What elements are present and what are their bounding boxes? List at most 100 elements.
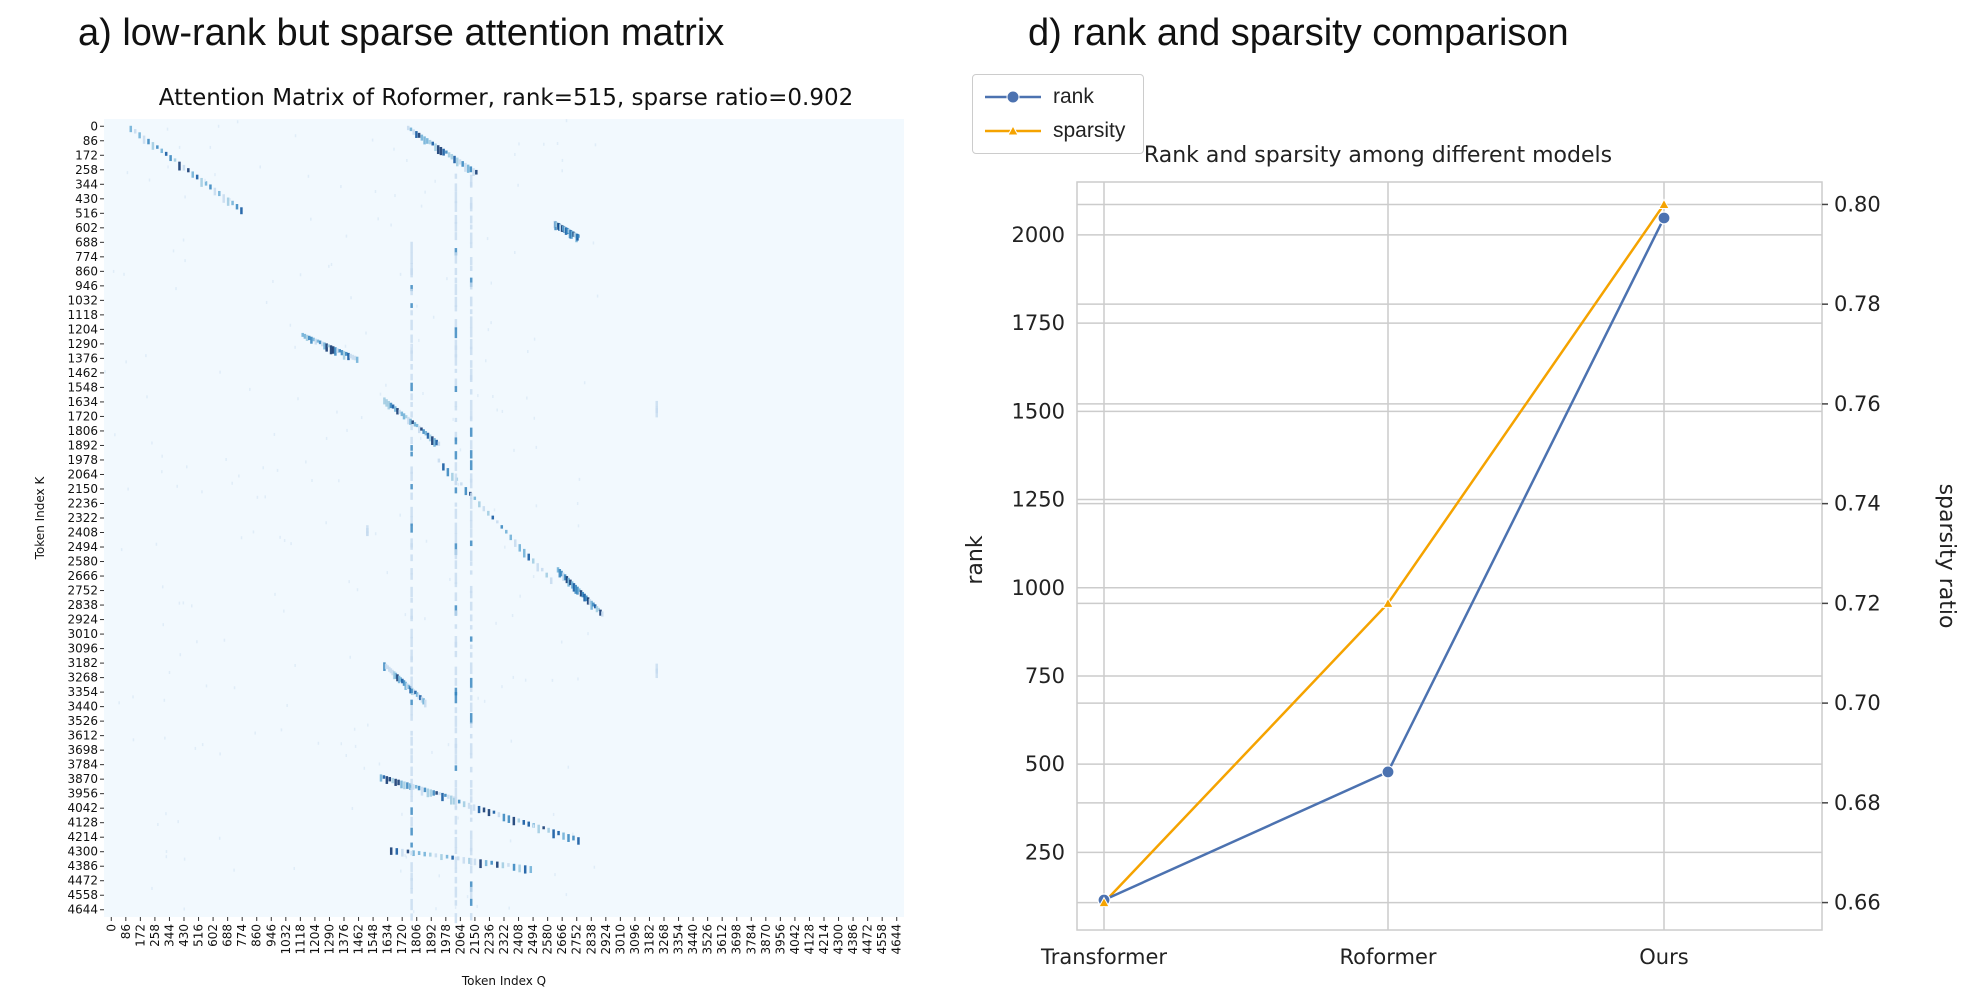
heatmap-cell xyxy=(442,463,445,471)
heatmap-cell xyxy=(385,383,387,387)
heatmap-cell xyxy=(522,548,526,558)
heatmap-cell xyxy=(439,146,443,156)
heatmap-cell xyxy=(416,304,418,308)
heatmap-cell xyxy=(167,165,169,169)
heatmap-cell xyxy=(454,277,458,284)
heatmap-cell xyxy=(410,586,413,598)
heatmap-cell xyxy=(454,191,458,204)
heatmap-cell xyxy=(418,338,420,342)
heatmap-cell xyxy=(583,381,586,385)
heatmap-cell xyxy=(484,860,488,867)
heatmap-cell xyxy=(399,513,401,517)
heatmap-cell xyxy=(410,516,413,527)
heatmap-cell xyxy=(449,577,451,581)
heatmap-cell xyxy=(222,194,225,203)
heatmap-cell xyxy=(187,168,190,173)
heatmap-cell xyxy=(235,204,239,210)
heatmap-cell xyxy=(334,347,337,356)
heatmap-cell xyxy=(446,468,450,477)
heatmap-cell xyxy=(410,913,413,921)
y-tick-label: 1000 xyxy=(1012,576,1065,600)
heatmap-cell xyxy=(454,183,458,192)
heatmap-x-tick-label: 4386 xyxy=(846,924,860,955)
heatmap-cell xyxy=(562,572,565,581)
heatmap-cell xyxy=(423,851,426,857)
heatmap-cell xyxy=(454,339,458,350)
heatmap-cell xyxy=(504,545,506,549)
heatmap-cell xyxy=(475,169,478,175)
heatmap-cell xyxy=(454,533,458,544)
heatmap-y-tick-label: 4472 xyxy=(67,874,98,888)
heatmap-x-tick-label: 602 xyxy=(206,924,220,947)
heatmap-cell xyxy=(410,608,413,619)
heatmap-cell xyxy=(442,148,445,156)
heatmap-cell xyxy=(501,409,504,413)
heatmap-cell xyxy=(331,346,335,354)
heatmap-x-tick-label: 4214 xyxy=(817,924,831,955)
heatmap-cell xyxy=(454,900,458,906)
heatmap-x-tick-label: 946 xyxy=(264,924,278,947)
heatmap-cell xyxy=(501,862,505,869)
heatmap-y-tick-label: 4386 xyxy=(67,859,98,873)
heatmap-cell xyxy=(383,662,386,671)
heatmap-cell xyxy=(595,606,599,613)
heatmap-cell xyxy=(560,570,563,577)
heatmap-cell xyxy=(454,797,458,809)
heatmap-cell xyxy=(512,816,516,826)
panel-d-title: d) rank and sparsity comparison xyxy=(1028,12,1569,54)
heatmap-cell xyxy=(173,158,177,162)
heatmap-cell xyxy=(454,487,458,494)
heatmap-y-tick-label: 688 xyxy=(75,235,98,249)
heatmap-cell xyxy=(527,350,529,354)
heatmap-cell xyxy=(428,139,432,145)
heatmap-cell xyxy=(457,482,460,486)
heatmap-cell xyxy=(469,166,473,173)
heatmap-cell xyxy=(273,432,276,436)
heatmap-cell xyxy=(402,680,406,686)
heatmap-cell xyxy=(435,439,438,446)
heatmap-cell xyxy=(410,492,413,500)
heatmap-cell xyxy=(396,408,399,415)
heatmap-cell xyxy=(493,508,496,512)
heatmap-cell xyxy=(410,568,413,575)
heatmap-cell xyxy=(397,675,401,684)
heatmap-cell xyxy=(148,178,151,182)
heatmap-cell xyxy=(511,614,514,618)
heatmap-cell xyxy=(351,806,354,810)
heatmap-cell xyxy=(112,269,115,273)
y2-tick-label: 0.74 xyxy=(1834,492,1881,516)
legend-sparsity-marker xyxy=(985,124,1041,136)
heatmap-cell xyxy=(410,573,413,580)
heatmap-cell xyxy=(454,406,458,411)
heatmap-x-tick-label: 3698 xyxy=(730,924,744,955)
heatmap-cell xyxy=(454,666,458,676)
heatmap-cell xyxy=(407,416,410,425)
heatmap-cell xyxy=(469,440,473,450)
heatmap-x-tick-label: 4042 xyxy=(788,924,802,955)
heatmap-cell xyxy=(385,776,389,784)
heatmap-cell xyxy=(182,601,185,605)
heatmap-cell xyxy=(299,273,302,277)
legend-item-rank: rank xyxy=(983,82,1094,112)
heatmap-y-tick-label: 1978 xyxy=(67,453,98,467)
heatmap-title: Attention Matrix of Roformer, rank=515, … xyxy=(159,85,854,111)
heatmap-cell xyxy=(454,173,458,179)
heatmap-cell xyxy=(441,792,444,802)
heatmap-cell xyxy=(389,847,393,855)
heatmap-cell xyxy=(133,129,137,134)
heatmap-cell xyxy=(469,497,473,509)
heatmap-cell xyxy=(554,873,556,877)
heatmap-cell xyxy=(533,416,536,420)
heatmap-cell xyxy=(327,344,331,348)
heatmap-cell xyxy=(410,445,413,451)
heatmap-cell xyxy=(446,277,448,281)
heatmap-cell xyxy=(468,857,471,864)
heatmap-cell xyxy=(395,848,399,855)
heatmap-cell xyxy=(409,783,412,790)
heatmap-cell xyxy=(531,558,535,564)
heatmap-cell xyxy=(196,640,198,644)
heatmap-cell xyxy=(579,590,583,597)
heatmap-cell xyxy=(454,222,458,232)
heatmap-cell xyxy=(353,355,357,361)
heatmap-x-tick-label: 86 xyxy=(119,924,133,939)
